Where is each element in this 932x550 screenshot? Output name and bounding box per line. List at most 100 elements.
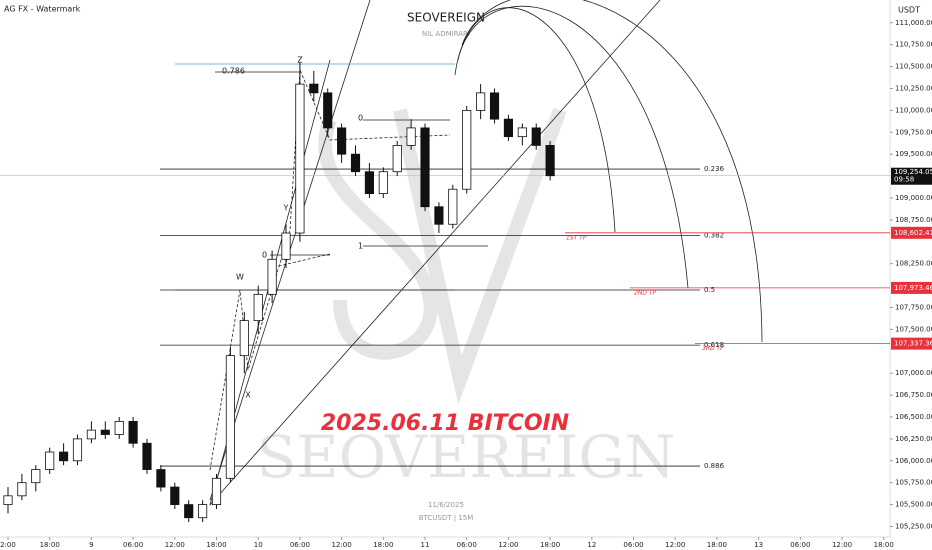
target-name: 2ND TP — [634, 289, 656, 296]
fib-label: 0.382 — [704, 232, 724, 240]
y-tick-label: 106,000.00 — [895, 457, 932, 465]
candle-body — [100, 429, 110, 435]
wave-label: X — [245, 391, 251, 400]
y-tick-label: 110,500.00 — [895, 63, 932, 71]
x-tick-label: 06:00 — [790, 541, 810, 549]
candle-body — [253, 293, 263, 322]
candle-body — [392, 145, 402, 173]
y-tick-label: 108,250.00 — [895, 260, 932, 268]
candle-body — [350, 153, 361, 173]
x-tick-label: 18:00 — [540, 541, 560, 549]
y-tick-label: 107,000.00 — [895, 369, 932, 377]
x-tick-label: 06:00 — [457, 541, 477, 549]
candle-body — [72, 438, 83, 462]
candle-body — [86, 429, 96, 440]
candle-body — [337, 127, 347, 155]
y-tick-label: 106,250.00 — [895, 435, 932, 443]
y-tick-label: 109,750.00 — [895, 128, 932, 136]
x-tick-label: 12:00 — [665, 541, 685, 549]
y-tick-label: 108,750.00 — [895, 216, 932, 224]
current-price: 109,254.05 — [894, 168, 932, 176]
candle-body — [531, 127, 541, 146]
target-tag — [891, 226, 932, 239]
x-tick-label: 9 — [89, 541, 93, 549]
motto: NIL ADMIRARI — [422, 30, 470, 38]
watermark-logo — [318, 107, 567, 405]
x-tick-label: 2:00 — [0, 541, 16, 549]
target-price: 107,973.46 — [894, 284, 932, 292]
candle-body — [239, 320, 249, 357]
candle-body — [378, 171, 388, 195]
candle-body — [434, 206, 444, 225]
x-tick-label: 06:00 — [123, 541, 143, 549]
x-tick-label: 12:00 — [165, 541, 185, 549]
x-tick-label: 13 — [754, 541, 763, 549]
target-tag — [891, 281, 932, 294]
candle-body — [170, 486, 180, 505]
y-tick-label: 109,500.00 — [895, 150, 932, 158]
y-tick-label: 109,000.00 — [895, 194, 932, 202]
candle-body — [45, 451, 55, 470]
y-tick-label: 107,500.00 — [895, 325, 932, 333]
x-tick-label: 11 — [421, 541, 430, 549]
candle-body — [198, 504, 208, 519]
target-tag — [891, 337, 932, 350]
wave-label: 1 — [358, 242, 363, 251]
candle-body — [309, 83, 319, 94]
candle-body — [420, 127, 430, 208]
x-tick-label: 18:00 — [373, 541, 393, 549]
target-name: 1ST TP — [566, 234, 587, 241]
y-tick-label: 107,750.00 — [895, 303, 932, 311]
wm-symbol: BTCUSDT | 15M — [419, 514, 474, 522]
x-tick-label: 12:00 — [498, 541, 518, 549]
y-tick-label: 106,500.00 — [895, 413, 932, 421]
wave-label: 0 — [358, 114, 363, 123]
y-tick-label: 110,750.00 — [895, 41, 932, 49]
fib-label: 0.5 — [704, 286, 715, 294]
candle-body — [545, 145, 555, 177]
big-watermark: SEOVEREIGN — [257, 423, 676, 491]
x-tick-label: 06:00 — [623, 541, 643, 549]
y-tick-label: 110,250.00 — [895, 84, 932, 92]
x-tick-label: 06:00 — [290, 541, 310, 549]
y-tick-label: 105,250.00 — [895, 522, 932, 530]
wm-date: 11/6/2025 — [428, 501, 464, 509]
candle-body — [295, 83, 305, 234]
wave-label: W — [236, 273, 244, 282]
candle-body — [364, 171, 374, 195]
target-price: 107,337.36 — [894, 340, 932, 348]
countdown: 09:58 — [894, 176, 914, 184]
wave-label: 0.786 — [222, 67, 245, 76]
wave-letters: Z Y W X 0.786 0 0 1 — [222, 56, 363, 400]
candle-body — [142, 442, 152, 470]
candle-body — [267, 258, 277, 295]
x-tick-label: 12:00 — [332, 541, 352, 549]
fib-label: 0.886 — [704, 462, 725, 470]
candle-body — [128, 420, 138, 444]
x-tick-label: 12:00 — [832, 541, 852, 549]
wave-label: 0 — [262, 251, 267, 260]
candle-body — [184, 504, 194, 519]
candle-body — [114, 420, 124, 435]
wave-label: Z — [297, 56, 303, 65]
target-name: 3RD TP — [702, 345, 724, 352]
candle-body — [211, 477, 222, 505]
y-tick-label: 111,000.00 — [895, 19, 932, 27]
candle-body — [281, 232, 291, 260]
y-tick-label: 105,500.00 — [895, 501, 932, 509]
y-tick-label: 105,750.00 — [895, 479, 932, 487]
header: AG FX - Watermark — [4, 5, 81, 14]
candle-body — [448, 188, 458, 225]
candle-body — [406, 127, 416, 146]
x-tick-label: 18:00 — [206, 541, 226, 549]
candle-body — [462, 109, 472, 190]
x-tick-label: 10 — [254, 541, 263, 549]
fib-label: 0.618 — [704, 341, 724, 349]
x-tick-label: 18:00 — [874, 541, 894, 549]
y-tick-label: 110,000.00 — [895, 106, 932, 114]
currency: USDT — [898, 6, 920, 15]
wave-label: Y — [283, 204, 289, 213]
candle-body — [225, 355, 235, 479]
y-tick-label: 106,750.00 — [895, 391, 932, 399]
